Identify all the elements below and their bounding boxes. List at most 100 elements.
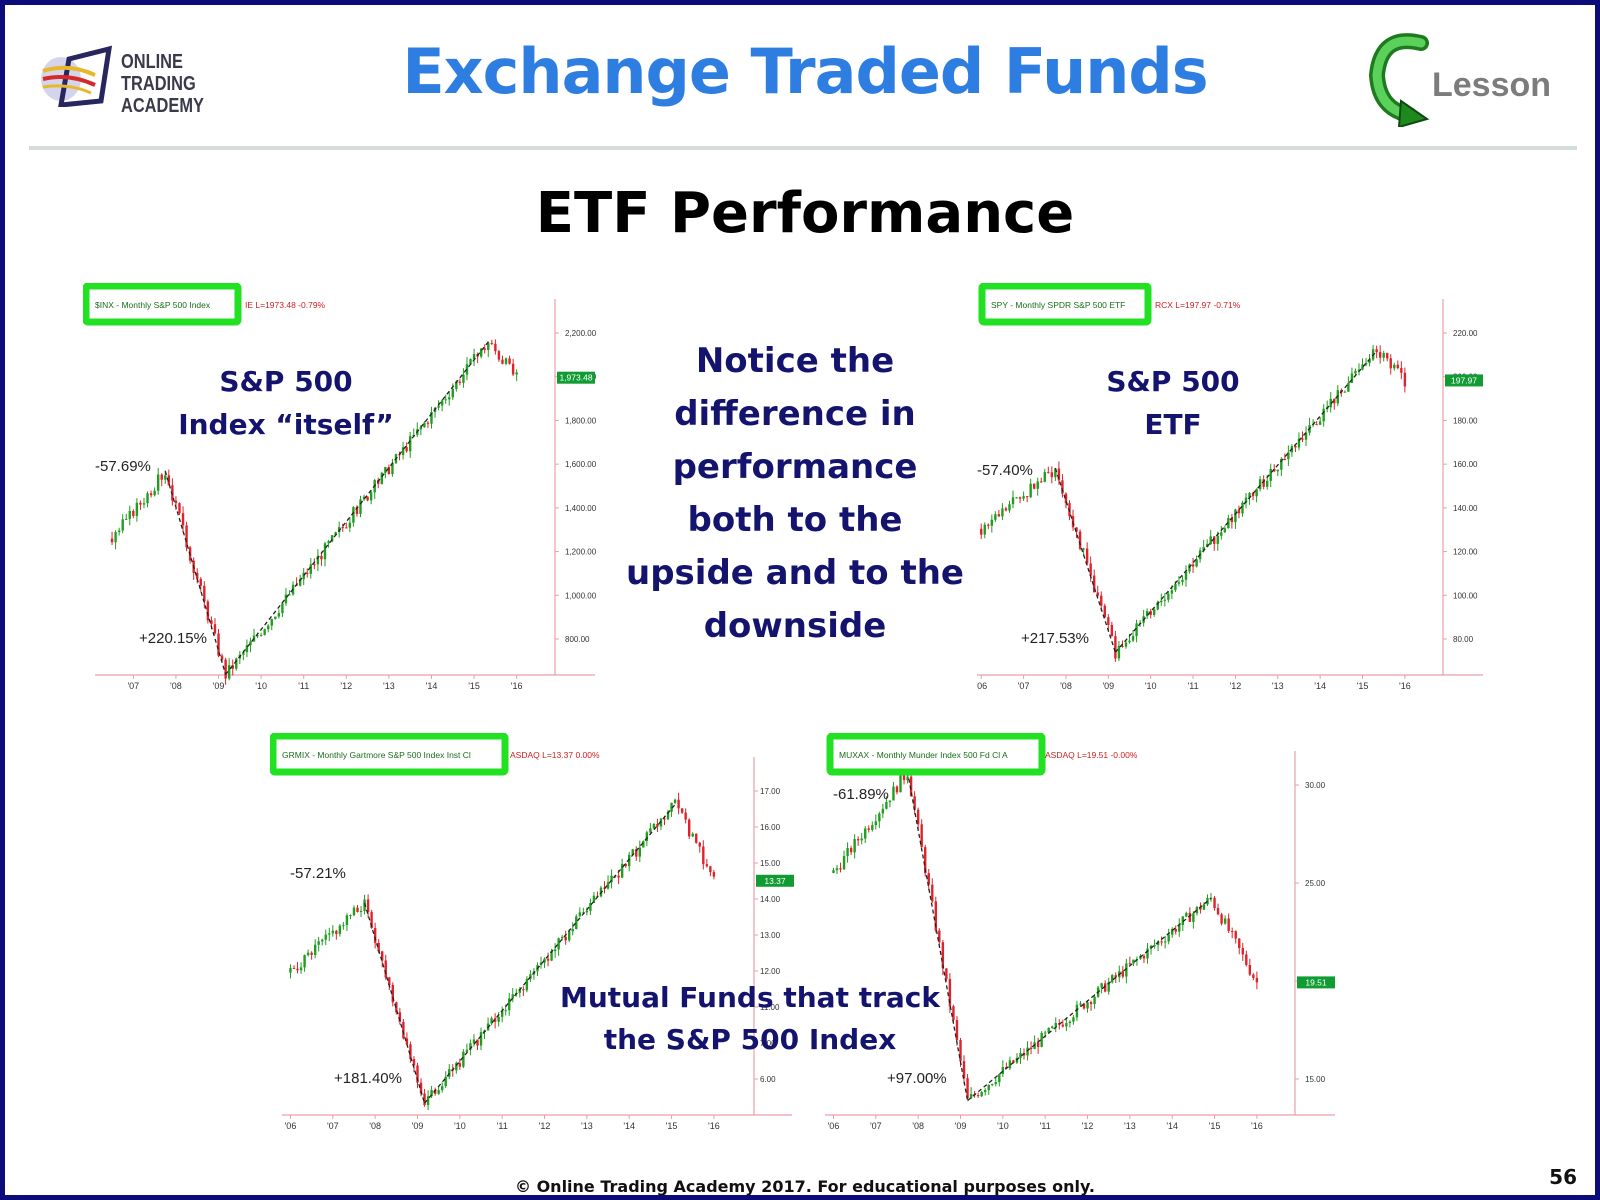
candle-body — [1188, 564, 1191, 572]
candle-body — [132, 511, 135, 516]
candle-body — [203, 585, 206, 602]
y-tick-label: 1,600.00 — [565, 460, 597, 469]
x-tick-label: '06 — [977, 681, 987, 691]
x-tick-label: '16 — [1251, 1121, 1263, 1131]
candle-body — [687, 819, 691, 837]
candle-body — [670, 802, 673, 812]
candle-body — [1188, 912, 1192, 922]
candle-body — [313, 944, 317, 955]
candle-body — [1181, 579, 1184, 583]
candle-body — [1396, 364, 1400, 369]
candle-body — [270, 618, 273, 626]
candle-body — [1057, 468, 1061, 481]
y-tick-label: 220.00 — [1453, 329, 1478, 338]
candle-body — [1061, 480, 1064, 494]
candle-body — [1234, 509, 1237, 523]
candle-body — [712, 872, 716, 877]
candle-body — [1255, 977, 1259, 983]
y-tick-label: 180.00 — [1453, 416, 1478, 425]
y-tick-label: 1,000.00 — [565, 591, 597, 600]
candle-body — [709, 866, 712, 873]
candle-body — [1361, 364, 1364, 370]
candle-body — [892, 786, 895, 801]
candle-body — [1294, 446, 1297, 448]
candle-body — [1192, 913, 1195, 922]
x-tick-label: '12 — [539, 1121, 551, 1131]
candle-body — [529, 974, 532, 979]
candle-body — [465, 364, 469, 375]
y-tick-label: 1,800.00 — [565, 416, 597, 425]
x-tick-label: '07 — [1018, 681, 1030, 691]
candle-body — [146, 493, 149, 504]
candle-body — [1220, 532, 1223, 536]
candle-body — [345, 915, 349, 926]
candle-body — [497, 1016, 500, 1022]
candle-body — [994, 1082, 997, 1085]
candle-body — [1156, 602, 1159, 610]
candle-body — [444, 1076, 447, 1087]
candle-body — [455, 1063, 458, 1071]
candle-body — [1241, 947, 1244, 955]
candle-body — [494, 343, 497, 352]
candle-body — [642, 841, 645, 848]
x-tick-label: '07 — [327, 1121, 339, 1131]
candle-body — [338, 925, 342, 934]
candle-body — [440, 1086, 444, 1091]
candle-body — [1301, 438, 1304, 440]
candle-body — [1015, 497, 1018, 499]
candle-body — [263, 629, 266, 635]
slide-subtitle: ETF Performance — [535, 181, 1075, 246]
candle-body — [309, 564, 313, 574]
candle-body — [220, 655, 224, 660]
candle-body — [462, 1051, 465, 1067]
candle-body — [1018, 497, 1022, 499]
y-tick-label: 13.00 — [760, 931, 781, 940]
candle-body — [983, 524, 986, 535]
candle-body — [571, 929, 574, 932]
candle-body — [217, 633, 220, 656]
candle-body — [1089, 563, 1092, 576]
candle-body — [1135, 623, 1138, 637]
symbol-highlight-box — [270, 733, 509, 776]
candle-body — [983, 1090, 987, 1093]
candle-body — [330, 535, 334, 542]
last-price-tag — [1445, 374, 1483, 387]
candle-body — [479, 348, 483, 357]
candle-body — [1082, 1003, 1086, 1009]
candle-body — [610, 875, 613, 883]
x-tick-label: '10 — [1145, 681, 1157, 691]
x-tick-label: '15 — [666, 1121, 678, 1131]
candle-body — [1347, 382, 1350, 392]
candle-body — [1174, 929, 1177, 932]
trend-line — [225, 341, 489, 675]
candle-body — [606, 882, 610, 889]
candle-body — [292, 967, 296, 969]
header-divider — [29, 146, 1577, 150]
candle-body — [1227, 918, 1230, 932]
candle-body — [680, 808, 684, 813]
drawdown-label: -57.40% — [977, 462, 1033, 479]
candle-body — [164, 475, 167, 480]
candle-body — [673, 799, 677, 803]
candle-body — [952, 1006, 955, 1021]
candle-body — [920, 824, 923, 848]
candle-body — [1051, 1026, 1054, 1028]
x-tick-label: '10 — [997, 1121, 1009, 1131]
candle-body — [620, 863, 624, 878]
candle-body — [628, 854, 631, 867]
candle-body — [1061, 1024, 1065, 1027]
candle-body — [1029, 483, 1032, 498]
candle-body — [1111, 975, 1114, 983]
x-tick-label: '08 — [369, 1121, 381, 1131]
candles-group — [832, 771, 1259, 1100]
y-tick-label: 1,400.00 — [565, 504, 597, 513]
candle-body — [902, 775, 906, 781]
candle-body — [515, 372, 518, 375]
x-tick-label: '16 — [1399, 681, 1411, 691]
candle-body — [1248, 964, 1252, 975]
candle-body — [1114, 975, 1117, 978]
candle-body — [324, 934, 327, 940]
candle-body — [1184, 571, 1188, 580]
candle-body — [969, 1094, 973, 1099]
candle-body — [849, 847, 853, 853]
